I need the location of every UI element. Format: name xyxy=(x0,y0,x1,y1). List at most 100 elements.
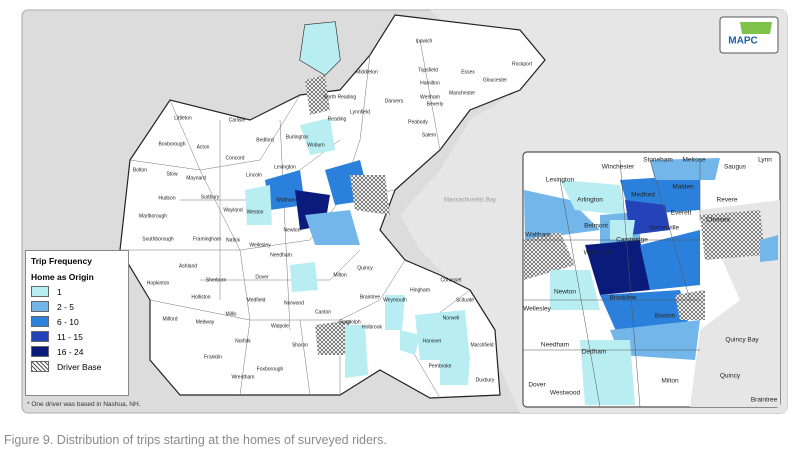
legend-item: 16 - 24 xyxy=(31,344,128,359)
town-label: Salem xyxy=(422,132,436,138)
town-label: Medford xyxy=(631,192,655,199)
town-label: Waltham xyxy=(525,232,550,239)
town-label: Wayland xyxy=(223,207,242,213)
town-label: Bolton xyxy=(133,167,147,173)
town-label: Cohasset xyxy=(440,277,462,283)
shaded-towns xyxy=(245,22,470,385)
town-label: Acton xyxy=(197,144,210,150)
legend-title: Trip Frequency xyxy=(31,256,92,266)
town-label: Gloucester xyxy=(483,77,508,83)
town-label: Hopkinton xyxy=(147,280,170,286)
town-label: Hamilton xyxy=(420,80,440,86)
town-label: Somerville xyxy=(649,225,680,232)
town-label: Marlborough xyxy=(139,213,167,219)
town-label: Norfolk xyxy=(235,338,251,344)
town-label: Waltham xyxy=(276,197,296,203)
town-label: Reading xyxy=(328,116,347,122)
map: Massachusetts Bay Ipswich Topsfield Hamilt… xyxy=(21,9,788,414)
town-label: Sudbury xyxy=(201,194,220,200)
town-label: Woburn xyxy=(307,142,325,148)
town-label: Quincy Bay xyxy=(725,337,759,344)
town-label: Lynn xyxy=(758,157,772,164)
town-label: Saugus xyxy=(724,164,747,171)
town-label: Medway xyxy=(196,319,215,325)
town-label: Winchester xyxy=(602,164,635,171)
town-label: Everett xyxy=(671,210,692,217)
town-label: Burlington xyxy=(286,134,309,140)
legend-swatch xyxy=(31,316,49,327)
town-label: Revere xyxy=(717,197,738,204)
town-label: Pembroke xyxy=(429,363,452,369)
town-label: Quincy xyxy=(357,265,373,271)
town-label: Franklin xyxy=(204,354,222,360)
town-label: Middleton xyxy=(356,69,378,75)
town-label: Dover xyxy=(255,274,269,280)
legend-label: 2 - 5 xyxy=(57,301,75,312)
legend-label: 16 - 24 xyxy=(57,346,84,357)
town-label: Lexington xyxy=(546,177,575,184)
water-label: Massachusetts Bay xyxy=(444,198,496,204)
legend-item: 1 xyxy=(31,284,128,299)
town-label: Ashland xyxy=(179,263,197,269)
town-label: Marshfield xyxy=(470,342,493,348)
town-label: Holbrook xyxy=(362,324,383,330)
town-label: Holliston xyxy=(191,294,210,300)
legend-item: 11 - 15 xyxy=(31,329,128,344)
town-label: Southborough xyxy=(142,236,174,242)
town-label: Natick xyxy=(226,237,240,243)
legend-item: 2 - 5 xyxy=(31,299,128,314)
legend: Trip Frequency Home as Origin 1 2 - 5 6 - … xyxy=(25,250,129,396)
legend-subtitle: Home as Origin xyxy=(31,272,94,282)
town-label: Sherborn xyxy=(206,277,227,283)
town-label: Ipswich xyxy=(416,38,433,44)
town-label: Dedham xyxy=(582,349,607,356)
legend-swatch xyxy=(31,346,49,357)
legend-label: Driver Base xyxy=(57,361,102,372)
town-label: Lexington xyxy=(274,164,296,170)
town-label: Milton xyxy=(661,378,679,385)
legend-swatch xyxy=(31,301,49,312)
legend-label: 1 xyxy=(57,286,62,297)
town-label: Beverly xyxy=(427,101,444,107)
town-label: Peabody xyxy=(408,119,428,125)
town-label: Boxborough xyxy=(159,141,186,147)
town-label: Braintree xyxy=(751,397,778,404)
town-label: Lincoln xyxy=(246,172,262,178)
legend-swatch xyxy=(31,331,49,342)
town-label: Needham xyxy=(541,342,569,349)
legend-label: 11 - 15 xyxy=(57,331,83,342)
town-label: Weston xyxy=(247,209,264,215)
legend-item: Driver Base xyxy=(31,359,128,374)
town-label: Boston xyxy=(655,313,676,320)
town-label: North Reading xyxy=(324,94,356,100)
town-label: Bedford xyxy=(256,137,274,143)
legend-swatch xyxy=(31,286,49,297)
inset: Lexington Winchester Stoneham Melrose Saugus… xyxy=(522,151,781,408)
town-label: Weymouth xyxy=(383,297,407,303)
town-label: Cambridge xyxy=(616,237,648,244)
town-label: Newton xyxy=(284,227,301,233)
town-label: Canton xyxy=(315,309,331,315)
town-label: Sharon xyxy=(292,342,308,348)
town-label: Milford xyxy=(162,316,177,322)
legend-label: 6 - 10 xyxy=(57,316,79,327)
town-label: Lynnfield xyxy=(350,109,370,115)
town-label: Westwood xyxy=(550,390,581,397)
town-label: Stoneham xyxy=(643,157,673,164)
town-label: Norwood xyxy=(284,300,304,306)
town-label: Chelsea xyxy=(706,217,730,224)
town-label: Melrose xyxy=(682,157,706,164)
town-label: Hudson xyxy=(158,195,175,201)
town-label: Millis xyxy=(225,311,237,317)
footnote: * One driver was based in Nashua, NH. xyxy=(27,401,141,408)
town-label: Hanover xyxy=(423,338,442,344)
town-label: Watertown xyxy=(584,250,615,257)
town-label: Medfield xyxy=(247,297,266,303)
town-label: Stow xyxy=(166,171,178,177)
legend-items: 1 2 - 5 6 - 10 11 - 15 16 - 24 Driver Base xyxy=(26,284,128,374)
town-label: Rockport xyxy=(512,61,533,67)
logo-shape xyxy=(740,22,772,34)
town-label: Essex xyxy=(461,69,475,75)
main-town-labels: Ipswich Topsfield Hamilton Wenham Manchester… xyxy=(133,38,533,383)
